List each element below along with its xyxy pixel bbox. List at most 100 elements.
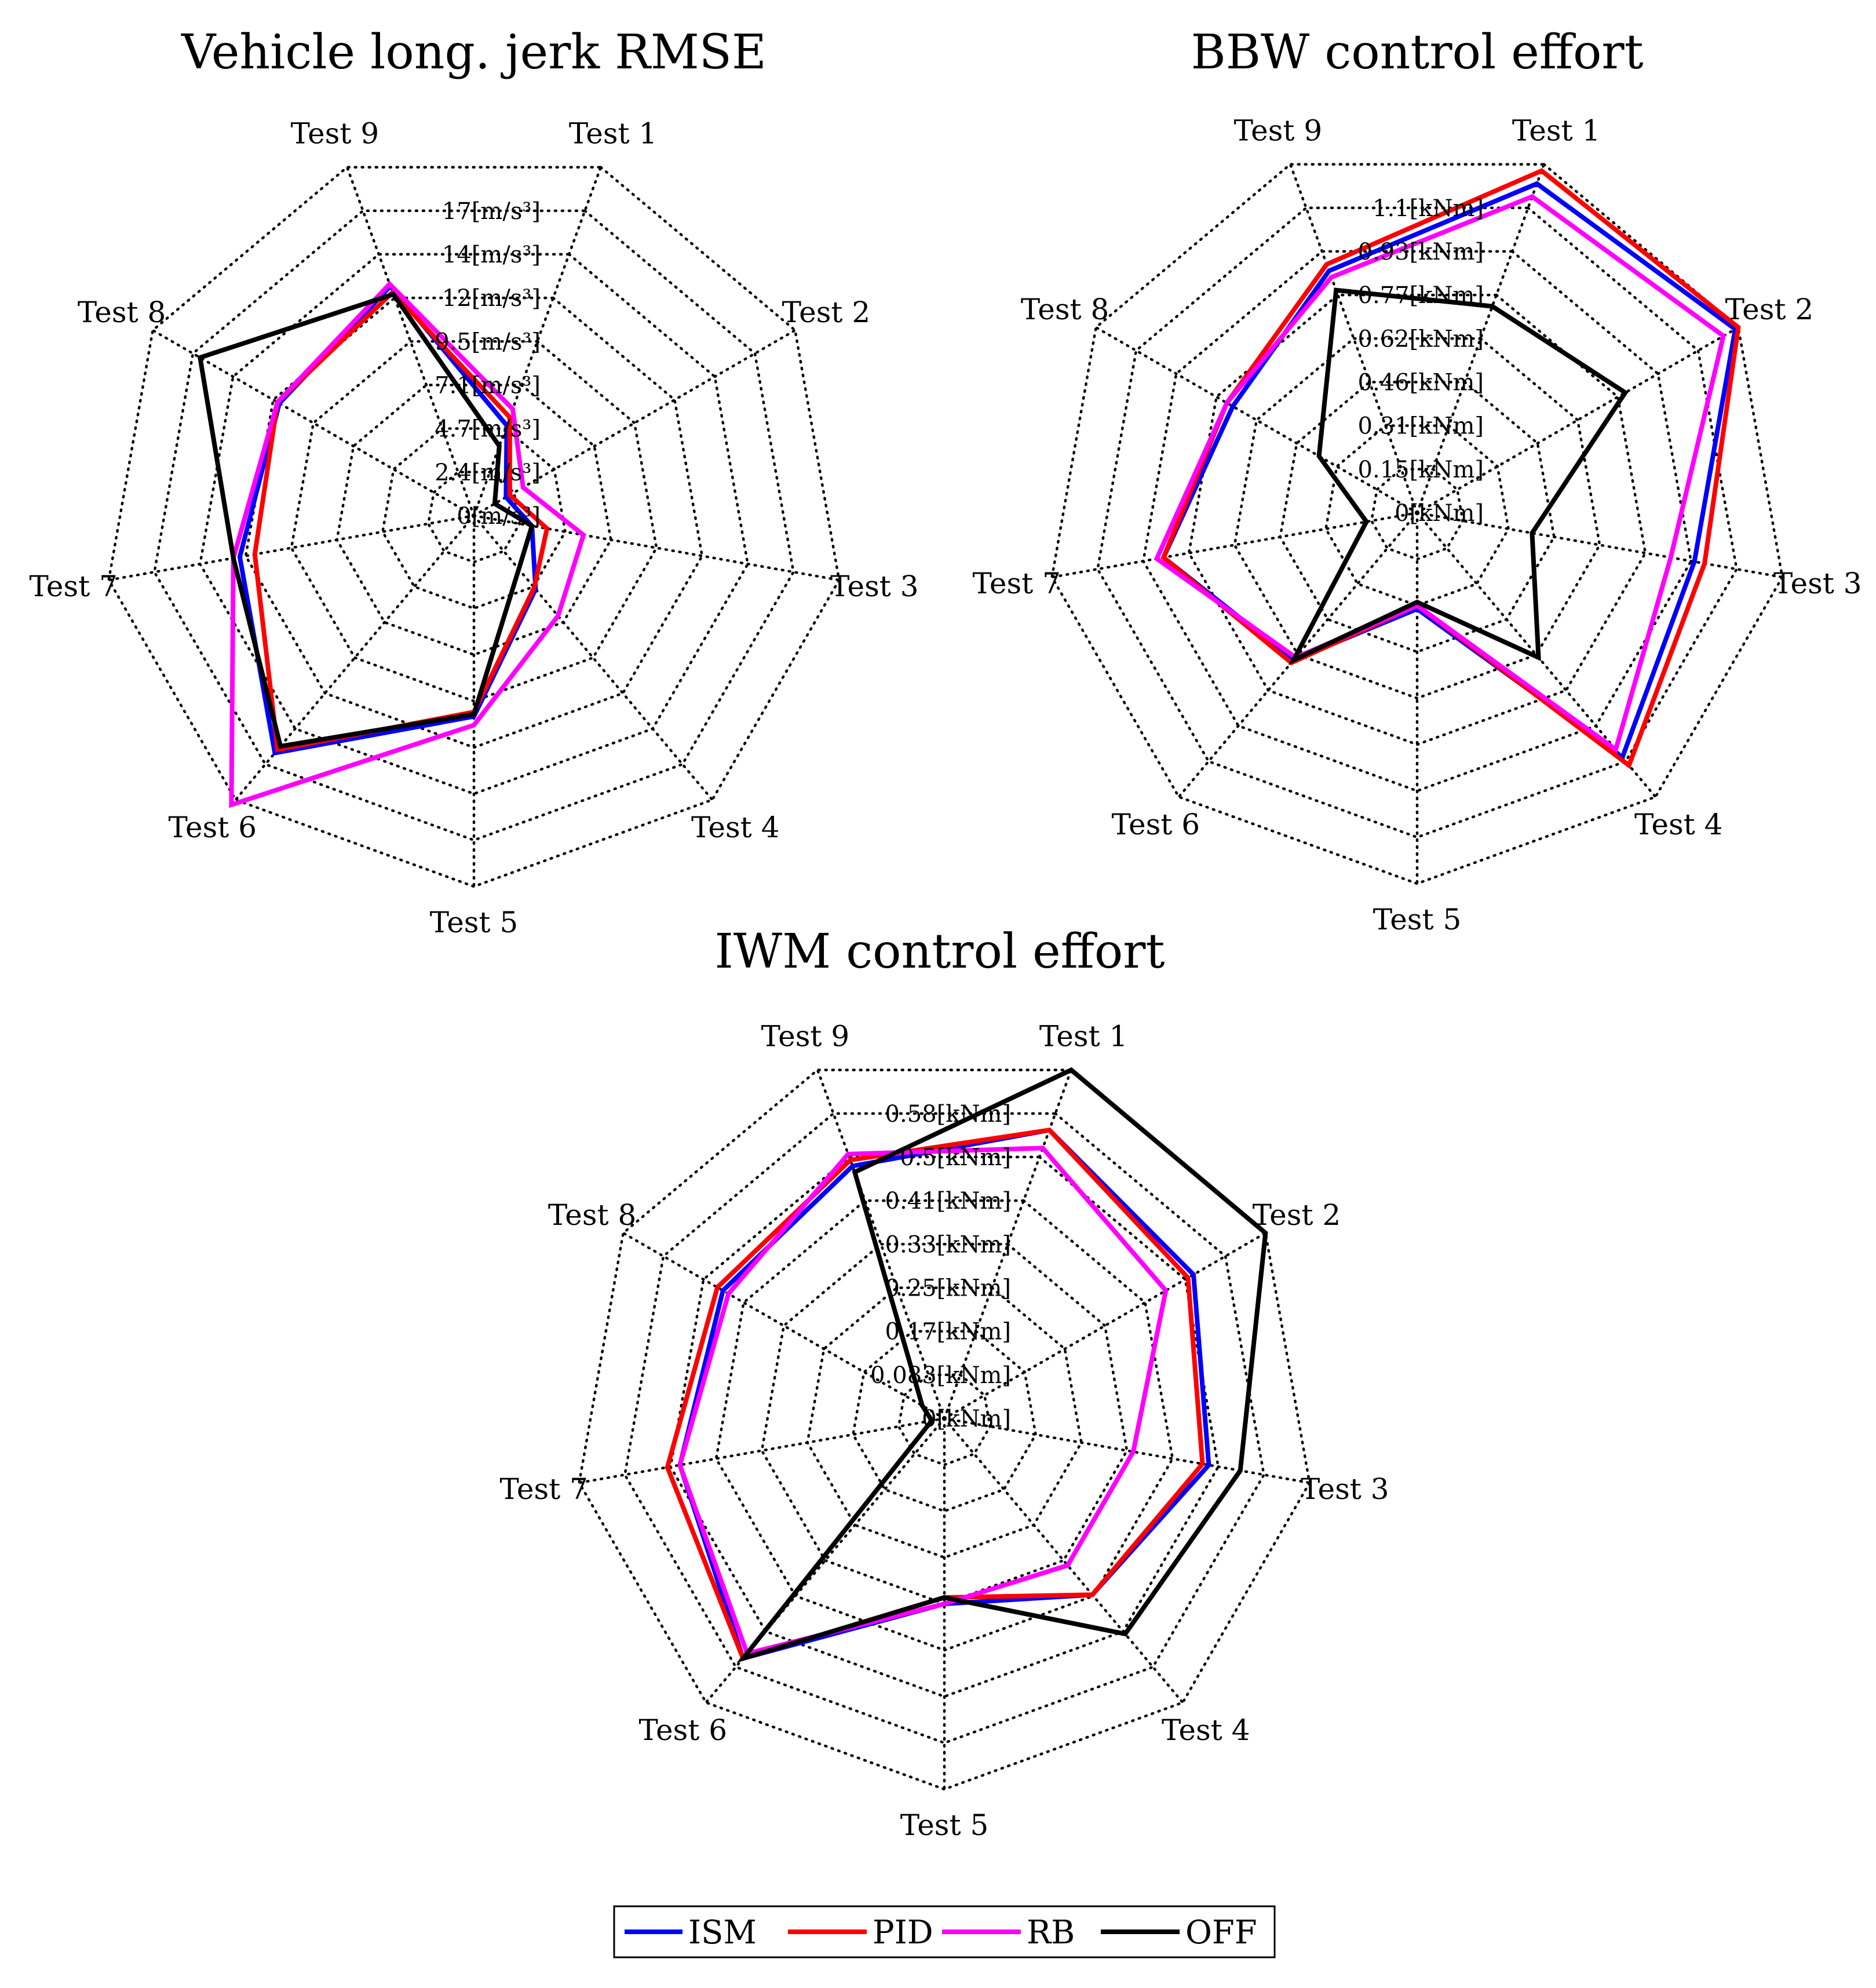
- tick-label-7: 1.1[kNm]: [1373, 195, 1484, 222]
- chart-title: Vehicle long. jerk RMSE: [181, 25, 767, 80]
- grid-spoke-1: [943, 1068, 1073, 1420]
- grid-ring-5: [714, 1199, 1174, 1652]
- grid-spoke-7: [1050, 511, 1419, 579]
- grid-spoke-6: [234, 514, 476, 801]
- tick-label-5: 0.77[kNm]: [1358, 282, 1484, 309]
- grid-ring-8: [1050, 163, 1784, 885]
- category-label-test-9: Test 9: [291, 116, 379, 150]
- category-label-test-7: Test 7: [29, 570, 118, 603]
- category-label-test-8: Test 8: [548, 1198, 637, 1232]
- category-label-test-8: Test 8: [78, 296, 166, 329]
- series-rb: [229, 280, 586, 808]
- grid-spoke-2: [943, 1231, 1267, 1420]
- category-label-test-5: Test 5: [1373, 903, 1462, 936]
- grid-spoke-7: [578, 1417, 946, 1484]
- grid-spoke-8: [1094, 326, 1419, 515]
- category-label-test-1: Test 1: [1512, 114, 1601, 147]
- grid-ring-4: [290, 340, 658, 703]
- radar-grid: [578, 1068, 1311, 1791]
- tick-labels: 0[m/s³] 2.4[m/s³] 4.7[m/s³] 7.1[m/s³] 9.5[m/…: [435, 198, 541, 530]
- radar-series: [197, 280, 586, 808]
- tick-label-1: 2.4[m/s³]: [435, 459, 541, 486]
- category-labels: Test 1 Test 2 Test 3 Test 4 Test 5 Test 6 Test…: [972, 114, 1862, 936]
- grid-spoke-3: [943, 1417, 1311, 1484]
- grid-spoke-2: [472, 329, 797, 517]
- tick-label-7: 17[m/s³]: [442, 198, 541, 225]
- tick-labels: 0[kNm] 0.15[kNm] 0.31[kNm] 0.46[kNm] 0.62[kN…: [1358, 195, 1484, 527]
- grid-spoke-8: [151, 329, 476, 517]
- tick-label-6: 14[m/s³]: [442, 242, 541, 268]
- legend-label-ism: ISM: [688, 1914, 757, 1951]
- category-label-test-3: Test 3: [830, 570, 919, 603]
- grid-ring-8: [578, 1068, 1311, 1791]
- grid-ring-6: [198, 253, 750, 796]
- chart-title: IWM control effort: [715, 924, 1165, 979]
- grid-spoke-8: [622, 1231, 946, 1420]
- category-label-test-6: Test 6: [639, 1713, 728, 1747]
- grid-spoke-9: [1289, 163, 1419, 515]
- grid-spoke-6: [705, 1417, 946, 1704]
- tick-label-1: 0.083[kNm]: [870, 1362, 1011, 1389]
- category-label-test-8: Test 8: [1021, 293, 1109, 326]
- category-label-test-9: Test 9: [761, 1019, 850, 1053]
- category-labels: Test 1 Test 2 Test 3 Test 4 Test 5 Test 6 Test…: [29, 116, 918, 939]
- category-label-test-6: Test 6: [1112, 808, 1200, 841]
- category-label-test-9: Test 9: [1234, 114, 1323, 147]
- tick-label-5: 12[m/s³]: [442, 285, 541, 312]
- category-label-test-4: Test 4: [691, 811, 780, 844]
- grid-ring-8: [107, 166, 841, 888]
- grid-ring-7: [623, 1112, 1265, 1745]
- tick-label-0: 0[kNm]: [1395, 500, 1484, 527]
- tick-label-1: 0.15[kNm]: [1358, 457, 1484, 483]
- tick-label-4: 0.62[kNm]: [1358, 326, 1484, 352]
- category-label-test-5: Test 5: [430, 906, 519, 939]
- tick-label-2: 0.17[kNm]: [885, 1319, 1011, 1345]
- category-label-test-7: Test 7: [972, 567, 1061, 600]
- radar-grid: [107, 166, 841, 888]
- grid-spoke-3: [472, 514, 841, 582]
- tick-label-3: 0.25[kNm]: [885, 1275, 1011, 1302]
- grid-spoke-4: [943, 1417, 1184, 1704]
- grid-spoke-6: [1177, 511, 1419, 798]
- series-off: [197, 291, 535, 749]
- category-label-test-3: Test 3: [1301, 1472, 1389, 1506]
- category-label-test-6: Test 6: [169, 811, 257, 844]
- tick-label-3: 0.46[kNm]: [1358, 370, 1484, 396]
- grid-spoke-1: [1415, 163, 1546, 515]
- category-label-test-1: Test 1: [1039, 1019, 1128, 1053]
- category-label-test-7: Test 7: [499, 1472, 588, 1506]
- grid-ring-2: [381, 427, 567, 610]
- grid-spoke-2: [1415, 326, 1740, 515]
- legend: ISM PID RB OFF: [613, 1905, 1276, 1958]
- category-label-test-4: Test 4: [1162, 1713, 1250, 1747]
- iwm-effort-radar: IWM control effort Test 1 Test 2 Test 3 Tes…: [499, 924, 1389, 1842]
- tick-label-2: 0.31[kNm]: [1358, 413, 1484, 440]
- grid-ring-1: [1370, 468, 1465, 561]
- tick-label-0: 0[kNm]: [922, 1406, 1011, 1432]
- legend-label-rb: RB: [1027, 1914, 1075, 1951]
- grid-ring-2: [1324, 424, 1510, 607]
- tick-label-2: 4.7[m/s³]: [435, 416, 541, 443]
- tick-label-4: 0.33[kNm]: [885, 1231, 1011, 1258]
- grid-spoke-4: [1415, 511, 1657, 798]
- grid-spoke-1: [472, 166, 603, 517]
- category-labels: Test 1 Test 2 Test 3 Test 4 Test 5 Test 6 Test…: [499, 1019, 1389, 1842]
- tick-label-6: 0.93[kNm]: [1358, 239, 1484, 265]
- tick-label-4: 9.5[m/s³]: [435, 329, 541, 355]
- radar-series: [1154, 168, 1741, 769]
- grid-ring-7: [153, 209, 795, 842]
- category-label-test-2: Test 2: [1253, 1198, 1341, 1232]
- category-label-test-2: Test 2: [1725, 293, 1814, 326]
- category-label-test-1: Test 1: [569, 116, 658, 150]
- series-off: [736, 1067, 1268, 1663]
- legend-label-pid: PID: [873, 1914, 933, 1951]
- category-label-test-2: Test 2: [782, 296, 871, 329]
- grid-spoke-4: [472, 514, 714, 801]
- tick-label-5: 0.41[kNm]: [885, 1188, 1011, 1214]
- grid-ring-4: [1233, 337, 1601, 700]
- legend-label-off: OFF: [1185, 1914, 1257, 1951]
